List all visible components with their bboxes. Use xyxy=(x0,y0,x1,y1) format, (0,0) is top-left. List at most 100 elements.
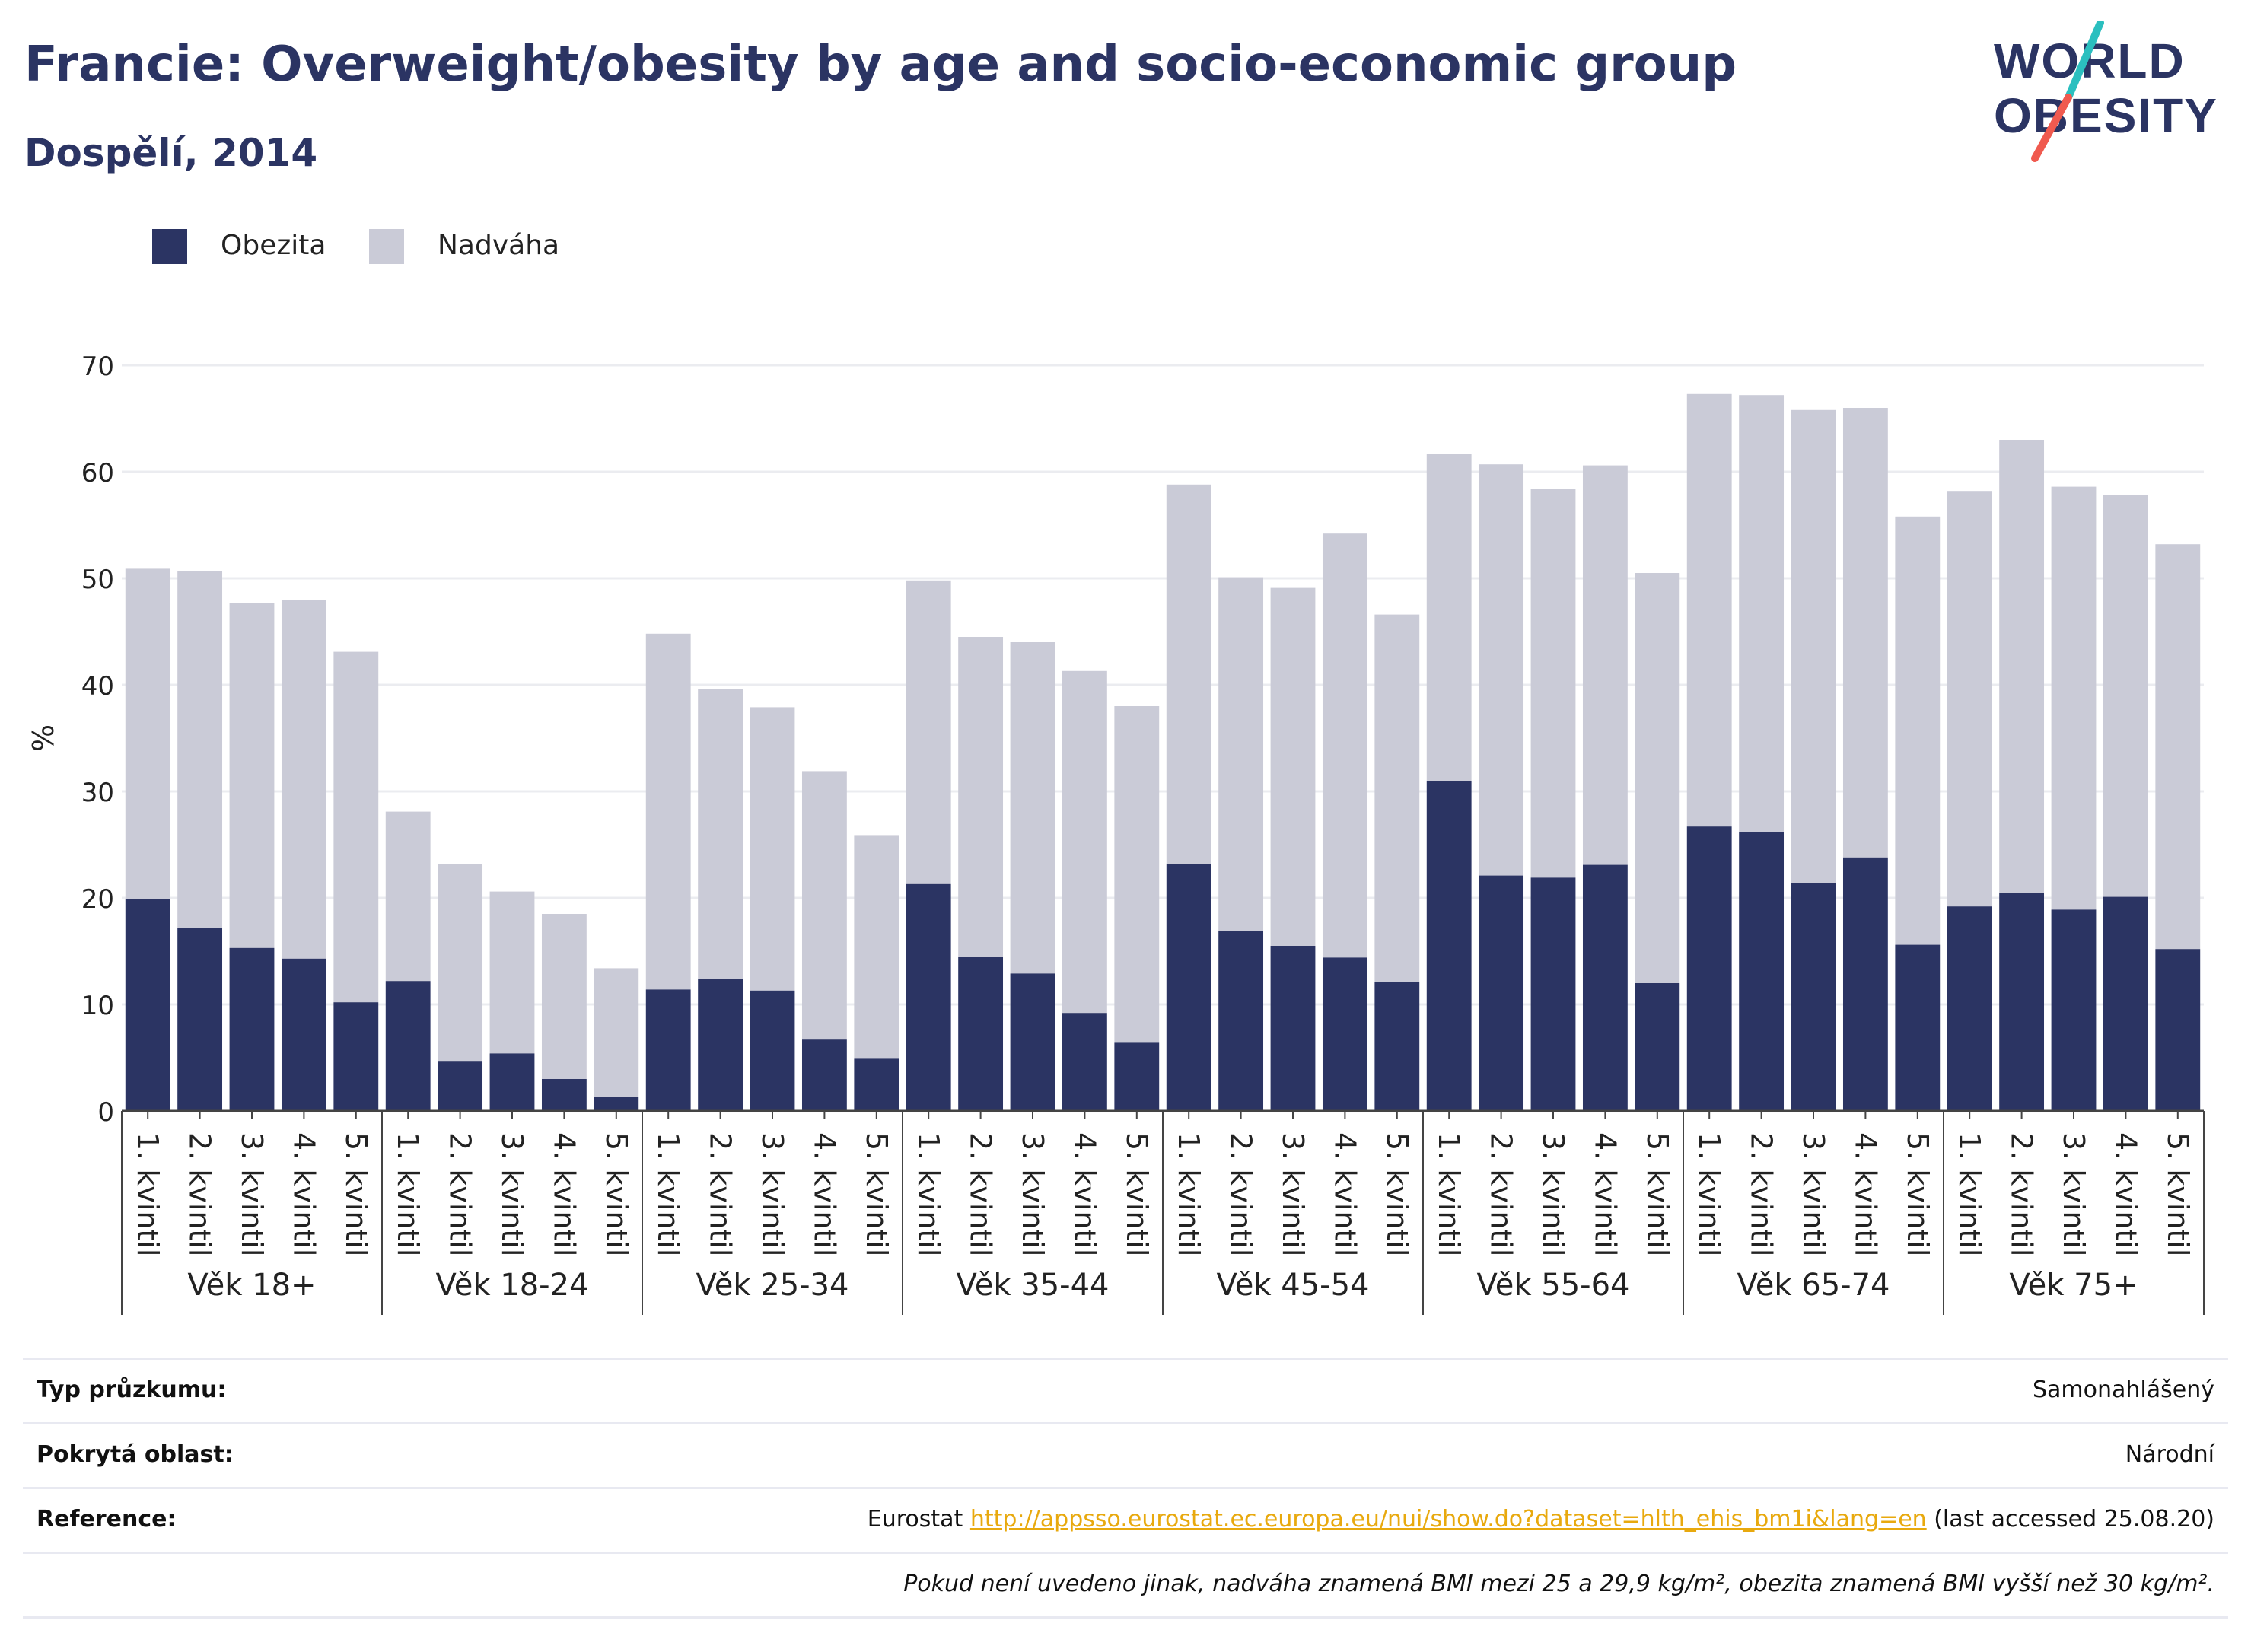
footer-row-reference: Reference: Eurostat http://appsso.eurost… xyxy=(23,1487,2228,1552)
bar-obezita xyxy=(906,883,951,1111)
chart-title: Francie: Overweight/obesity by age and s… xyxy=(24,37,1737,93)
reference-value: Eurostat http://appsso.eurostat.ec.europ… xyxy=(868,1506,2214,1533)
bar-nadvaha xyxy=(1010,642,1055,974)
bar-nadvaha xyxy=(541,914,587,1079)
bar-obezita xyxy=(1010,973,1055,1111)
bar-obezita xyxy=(229,947,275,1111)
bar-obezita xyxy=(698,979,743,1111)
bar-nadvaha xyxy=(1270,587,1316,946)
group-label: Věk 55-64 xyxy=(1477,1268,1630,1303)
definition-note: Pokud není uvedeno jinak, nadváha znamen… xyxy=(903,1571,2214,1597)
bar-obezita xyxy=(1270,946,1316,1111)
y-tick-label: 30 xyxy=(81,778,114,808)
category-label: 2. kvintil xyxy=(444,1132,477,1257)
footer-row-note: Pokud není uvedeno jinak, nadváha znamen… xyxy=(23,1552,2228,1619)
bar-obezita xyxy=(1999,893,2045,1111)
chart-subtitle: Dospělí, 2014 xyxy=(24,131,318,175)
coverage-value: Národní xyxy=(2125,1441,2214,1468)
bar-obezita xyxy=(594,1097,639,1111)
y-axis-label: % xyxy=(27,724,60,752)
category-label: 4. kvintil xyxy=(2109,1132,2142,1257)
category-label: 5. kvintil xyxy=(2161,1132,2195,1257)
category-label: 3. kvintil xyxy=(1276,1132,1310,1257)
bar-nadvaha xyxy=(1635,573,1680,983)
bar-obezita xyxy=(1842,857,1888,1111)
bar-nadvaha xyxy=(906,580,951,884)
bar-nadvaha xyxy=(645,633,691,990)
group-label: Věk 45-54 xyxy=(1217,1268,1370,1303)
category-label: 3. kvintil xyxy=(1536,1132,1570,1257)
bar-nadvaha xyxy=(801,771,847,1040)
bar-nadvaha xyxy=(333,651,379,1003)
survey-type-value: Samonahlášený xyxy=(2033,1377,2214,1403)
bar-obezita xyxy=(1374,982,1420,1111)
bar-obezita xyxy=(1582,864,1628,1111)
y-tick-label: 10 xyxy=(81,991,114,1021)
bar-obezita xyxy=(801,1039,847,1111)
category-label: 3. kvintil xyxy=(235,1132,269,1257)
bar-nadvaha xyxy=(1426,454,1472,781)
reference-link[interactable]: http://appsso.eurostat.ec.europa.eu/nui/… xyxy=(969,1506,1927,1533)
group-label: Věk 35-44 xyxy=(957,1268,1110,1303)
category-label: 5. kvintil xyxy=(339,1132,373,1257)
group-label: Věk 18+ xyxy=(187,1268,316,1303)
bar-nadvaha xyxy=(177,571,223,928)
bar-nadvaha xyxy=(1114,706,1160,1043)
footer-row-coverage: Pokrytá oblast: Národní xyxy=(23,1422,2228,1487)
bar-obezita xyxy=(1530,877,1576,1111)
bar-obezita xyxy=(958,957,1004,1111)
category-label: 1. kvintil xyxy=(131,1132,164,1257)
category-label: 5. kvintil xyxy=(1120,1132,1154,1257)
bar-nadvaha xyxy=(698,689,743,979)
bar-nadvaha xyxy=(594,968,639,1097)
reference-source: Eurostat xyxy=(867,1506,963,1533)
bar-nadvaha xyxy=(2103,495,2148,897)
bar-nadvaha xyxy=(1842,408,1888,858)
bar-nadvaha xyxy=(1947,491,1992,907)
bar-obezita xyxy=(1166,864,1211,1111)
category-label: 4. kvintil xyxy=(547,1132,581,1257)
category-label: 1. kvintil xyxy=(1953,1132,1986,1257)
bar-obezita xyxy=(2051,909,2097,1111)
group-label: Věk 25-34 xyxy=(696,1268,849,1303)
legend-swatch-nadvaha xyxy=(369,229,404,264)
bar-nadvaha xyxy=(750,707,795,991)
category-label: 3. kvintil xyxy=(1016,1132,1049,1257)
bar-nadvaha xyxy=(1895,516,1941,945)
bar-obezita xyxy=(1791,883,1836,1111)
bar-obezita xyxy=(2103,896,2148,1111)
category-label: 3. kvintil xyxy=(1797,1132,1830,1257)
category-label: 5. kvintil xyxy=(860,1132,893,1257)
bar-nadvaha xyxy=(1739,395,1785,832)
group-label: Věk 18-24 xyxy=(436,1268,589,1303)
category-label: 3. kvintil xyxy=(495,1132,529,1257)
category-label: 2. kvintil xyxy=(183,1132,217,1257)
category-label: 5. kvintil xyxy=(1641,1132,1674,1257)
category-label: 4. kvintil xyxy=(1328,1132,1361,1257)
legend-swatch-obezita xyxy=(152,229,187,264)
category-label: 3. kvintil xyxy=(756,1132,789,1257)
bar-obezita xyxy=(854,1058,899,1111)
bar-obezita xyxy=(1426,781,1472,1111)
logo-slash-teal xyxy=(2065,21,2104,101)
bar-obezita xyxy=(1635,983,1680,1111)
bar-nadvaha xyxy=(1530,489,1576,878)
category-label: 2. kvintil xyxy=(2005,1132,2039,1257)
bar-nadvaha xyxy=(1479,464,1524,876)
reference-label: Reference: xyxy=(37,1506,177,1533)
category-label: 1. kvintil xyxy=(1692,1132,1726,1257)
bar-obezita xyxy=(281,958,326,1111)
bar-obezita xyxy=(1062,1013,1107,1111)
category-label: 5. kvintil xyxy=(600,1132,633,1257)
y-tick-label: 60 xyxy=(81,458,114,489)
bar-nadvaha xyxy=(2051,486,2097,910)
bar-obezita xyxy=(1947,906,1992,1111)
coverage-label: Pokrytá oblast: xyxy=(37,1441,234,1468)
logo-slash-red xyxy=(2031,94,2072,162)
bar-obezita xyxy=(1895,944,1941,1111)
category-label: 1. kvintil xyxy=(1432,1132,1466,1257)
bar-nadvaha xyxy=(1166,484,1211,864)
bar-obezita xyxy=(541,1079,587,1111)
category-label: 1. kvintil xyxy=(391,1132,425,1257)
bar-obezita xyxy=(177,928,223,1111)
